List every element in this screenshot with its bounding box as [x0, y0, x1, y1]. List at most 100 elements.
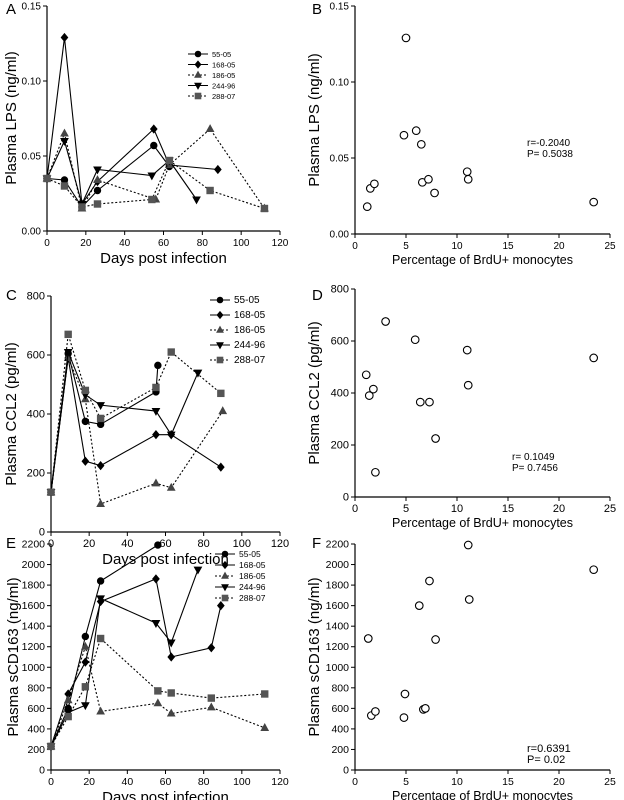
- y-tick-label: 200: [331, 440, 349, 452]
- data-point: [151, 478, 161, 487]
- series-168-05: [47, 574, 225, 751]
- y-axis-label: Plasma LPS (ng/ml): [306, 53, 323, 186]
- y-tick-label: 400: [27, 409, 45, 421]
- x-tick-label: 20: [553, 776, 565, 788]
- data-point: [151, 620, 161, 628]
- x-tick-label: 20: [553, 241, 565, 252]
- y-axis-label: Plasma sCD163 (ng/ml): [5, 577, 22, 736]
- data-point: [205, 124, 215, 133]
- data-point: [152, 383, 160, 392]
- data-point: [81, 456, 90, 466]
- series-line: [50, 353, 159, 493]
- series-55-05: [47, 349, 162, 496]
- legend-marker: [216, 342, 224, 350]
- data-point: [462, 345, 472, 355]
- series-288-07: [47, 330, 225, 496]
- x-axis-label: Percentage of BrdU+ monocytes: [392, 516, 573, 530]
- data-point: [425, 397, 434, 407]
- panel-letter: D: [312, 287, 323, 304]
- series-line: [50, 334, 222, 493]
- x-tick-label: 120: [272, 238, 289, 249]
- series-line: [46, 139, 197, 206]
- series-line: [50, 644, 265, 747]
- y-tick-label: 1200: [326, 641, 350, 653]
- data-point: [218, 406, 228, 415]
- panel-letter: C: [6, 287, 17, 304]
- legend-label: 55-05: [239, 549, 261, 559]
- data-point: [400, 689, 410, 699]
- y-tick-label: 0.05: [330, 154, 350, 165]
- y-tick-label: 0.00: [22, 227, 42, 238]
- panel-letter: B: [312, 1, 322, 18]
- x-tick-label: 25: [604, 241, 616, 252]
- annotation-p: P= 0.5038: [527, 149, 573, 160]
- data-point: [414, 601, 424, 610]
- x-tick-label: 15: [502, 241, 514, 252]
- y-tick-label: 0.15: [22, 2, 42, 13]
- legend-marker: [221, 584, 229, 592]
- legend-label: 186-05: [239, 571, 266, 581]
- x-axis-label: Percentage of BrdU+ monocytes: [392, 789, 573, 800]
- data-point: [462, 167, 472, 177]
- annotation-r: r= 0.1049: [512, 452, 555, 463]
- legend-label: 168-05: [239, 560, 266, 570]
- data-point: [152, 430, 160, 440]
- series-186-05: [42, 124, 269, 212]
- y-tick-label: 0.10: [22, 77, 42, 88]
- data-point: [362, 202, 372, 211]
- data-point: [167, 348, 175, 356]
- data-point: [364, 391, 374, 400]
- y-tick-label: 1600: [326, 600, 350, 612]
- legend-marker: [194, 92, 202, 100]
- x-tick-label: 120: [271, 776, 289, 788]
- x-axis-label: Percentage of BrdU+ monocytes: [392, 253, 573, 267]
- data-point: [96, 402, 105, 411]
- y-tick-label: 800: [331, 682, 349, 694]
- series-288-07: [47, 634, 269, 751]
- data-point: [96, 595, 105, 604]
- legend-marker: [216, 325, 224, 333]
- y-tick-label: 1200: [22, 641, 46, 653]
- scatter-points: [361, 317, 599, 477]
- data-point: [207, 694, 216, 702]
- legend-label: 55-05: [212, 50, 231, 59]
- data-point: [206, 186, 214, 195]
- x-axis-label: Days post infection: [102, 551, 229, 568]
- panel-letter: E: [6, 535, 16, 552]
- data-point: [96, 706, 105, 715]
- x-tick-label: 0: [352, 776, 358, 788]
- y-tick-label: 1800: [22, 580, 46, 592]
- data-point: [96, 499, 105, 508]
- data-point: [153, 698, 163, 707]
- y-tick-label: 400: [331, 388, 349, 400]
- x-tick-label: 40: [121, 538, 133, 550]
- data-point: [401, 33, 411, 43]
- data-point: [463, 174, 473, 184]
- data-point: [60, 182, 69, 190]
- data-point: [371, 707, 380, 716]
- data-point: [206, 702, 216, 711]
- data-point: [431, 635, 440, 644]
- data-point: [399, 130, 409, 140]
- y-tick-label: 0.05: [22, 152, 42, 163]
- scatter-points: [363, 540, 599, 722]
- x-tick-label: 0: [352, 241, 358, 252]
- data-point: [63, 695, 73, 704]
- series-line: [46, 128, 265, 211]
- legend-label: 288-07: [234, 355, 266, 366]
- y-tick-label: 800: [27, 291, 45, 303]
- y-axis-label: Plasma LPS (ng/ml): [3, 51, 20, 184]
- data-point: [151, 407, 161, 416]
- legend-marker: [194, 82, 202, 90]
- y-tick-label: 0: [343, 765, 349, 777]
- y-tick-label: 1400: [22, 621, 46, 633]
- data-point: [216, 601, 225, 611]
- y-tick-label: 200: [27, 468, 45, 480]
- data-point: [81, 657, 90, 667]
- data-point: [60, 128, 69, 137]
- y-tick-label: 600: [331, 336, 349, 348]
- panel-e: E0 20 40 60 80 100 120020040060080010001200140…: [5, 535, 289, 800]
- panel-letter: A: [6, 1, 16, 18]
- legend-label: 186-05: [212, 71, 235, 80]
